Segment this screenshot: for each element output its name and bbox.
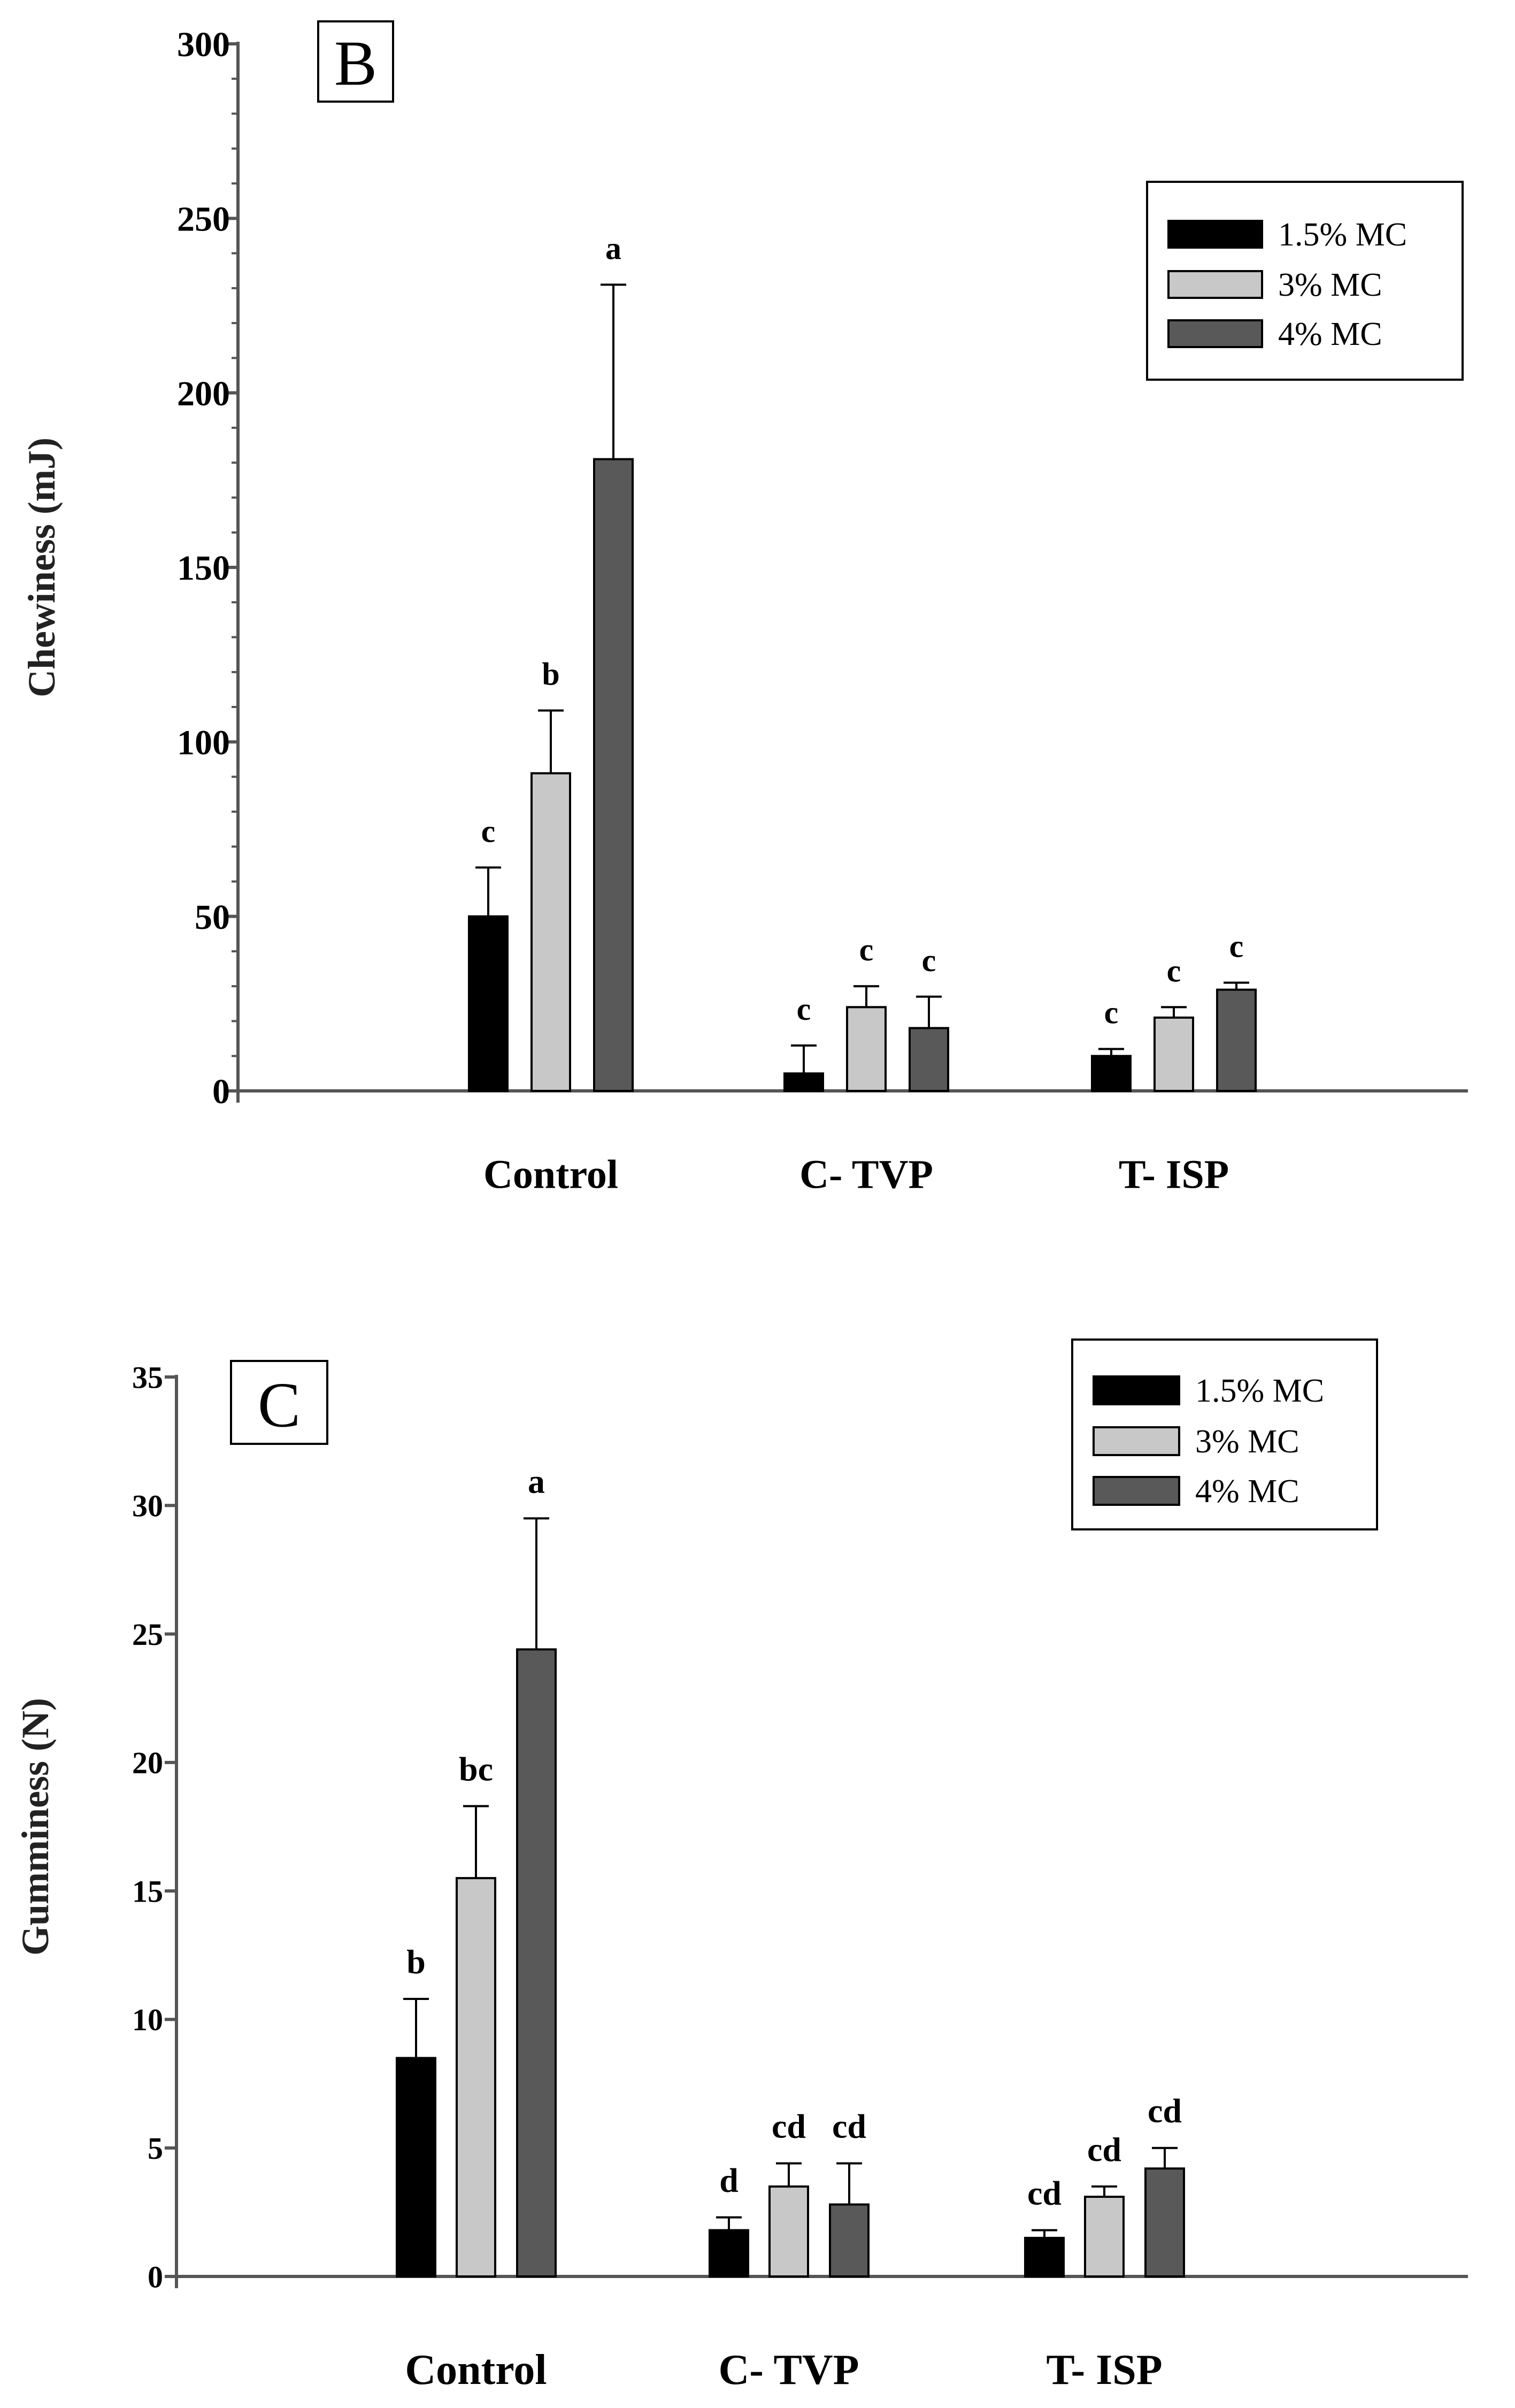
bar	[396, 2057, 436, 2278]
legend-swatch	[1093, 1426, 1180, 1456]
significance-letter: a	[605, 230, 621, 266]
significance-letter: c	[922, 943, 936, 978]
bar	[909, 1027, 949, 1093]
bar	[1084, 2196, 1125, 2278]
significance-letter: b	[542, 657, 559, 692]
bar	[1091, 1055, 1132, 1092]
significance-letter: c	[1104, 995, 1119, 1030]
y-tick-label: 35	[132, 1360, 163, 1395]
panel-label: B	[334, 28, 377, 99]
y-axis-title: Gumminess (N)	[14, 1698, 57, 1956]
bar	[516, 1648, 557, 2278]
bar	[768, 2185, 809, 2278]
legend-label: 4% MC	[1195, 1473, 1299, 1510]
panel-label-box	[317, 20, 394, 103]
significance-letter: c	[797, 991, 811, 1027]
bar	[783, 1072, 824, 1093]
y-tick-label: 25	[132, 1617, 163, 1652]
significance-letter: cd	[832, 2107, 866, 2145]
x-category-label: Control	[405, 2347, 547, 2394]
y-tick-label: 15	[132, 1874, 163, 1909]
significance-letter: c	[1167, 953, 1181, 988]
panel-label-box	[230, 1360, 328, 1445]
bar	[530, 772, 571, 1093]
significance-letter: b	[406, 1943, 426, 1981]
bar	[829, 2203, 870, 2278]
bar	[1024, 2236, 1065, 2278]
y-tick-label: 20	[132, 1745, 163, 1780]
bar	[1144, 2167, 1185, 2278]
legend-label: 3% MC	[1278, 267, 1382, 303]
legend-swatch	[1093, 1375, 1180, 1405]
x-category-label: T- ISP	[1046, 2347, 1162, 2394]
bar	[456, 1877, 496, 2278]
x-category-label: T- ISP	[1119, 1152, 1229, 1197]
bar	[593, 458, 634, 1092]
significance-letter: cd	[1027, 2174, 1062, 2212]
significance-letter: cd	[1087, 2130, 1121, 2168]
y-tick-label: 10	[132, 2003, 163, 2037]
legend-label: 1.5% MC	[1195, 1373, 1324, 1409]
legend-swatch	[1167, 220, 1263, 249]
significance-letter: cd	[1148, 2092, 1182, 2130]
bar	[468, 915, 509, 1092]
y-tick-label: 250	[177, 199, 230, 239]
y-tick-label: 150	[177, 549, 230, 588]
significance-letter: bc	[459, 1750, 493, 1788]
x-category-label: C- TVP	[799, 1152, 933, 1197]
legend-label: 3% MC	[1195, 1424, 1299, 1460]
y-tick-label: 300	[177, 25, 230, 64]
panel-chewiness: 0 50 100 150 200 250 300 c c c b c c a c c Control C- TVP…	[20, 20, 1468, 1197]
y-tick-label: 0	[148, 2259, 163, 2294]
significance-letter: a	[528, 1462, 545, 1500]
legend-label: 1.5% MC	[1278, 217, 1407, 253]
bar	[1153, 1016, 1194, 1092]
legend-swatch	[1167, 319, 1263, 348]
significance-letter: c	[481, 813, 496, 849]
significance-letter: c	[859, 932, 874, 967]
y-tick-label: 30	[132, 1489, 163, 1524]
bar	[846, 1006, 887, 1092]
x-category-label: Control	[483, 1152, 618, 1197]
y-axis-title: Chewiness (mJ)	[20, 437, 63, 697]
y-tick-label: 200	[177, 374, 230, 413]
y-tick-label: 50	[195, 898, 230, 937]
bar	[1216, 988, 1257, 1093]
panel-label: C	[258, 1369, 301, 1440]
legend-label: 4% MC	[1278, 316, 1382, 352]
bar	[709, 2229, 749, 2278]
significance-letter: cd	[772, 2107, 806, 2145]
y-tick-label: 5	[148, 2131, 163, 2166]
legend-swatch	[1167, 270, 1263, 299]
x-category-label: C- TVP	[719, 2347, 859, 2394]
y-tick-label: 100	[177, 723, 230, 762]
significance-letter: d	[719, 2161, 739, 2199]
significance-letter: c	[1229, 929, 1244, 964]
y-tick-label: 0	[212, 1072, 230, 1111]
legend-swatch	[1093, 1476, 1180, 1506]
